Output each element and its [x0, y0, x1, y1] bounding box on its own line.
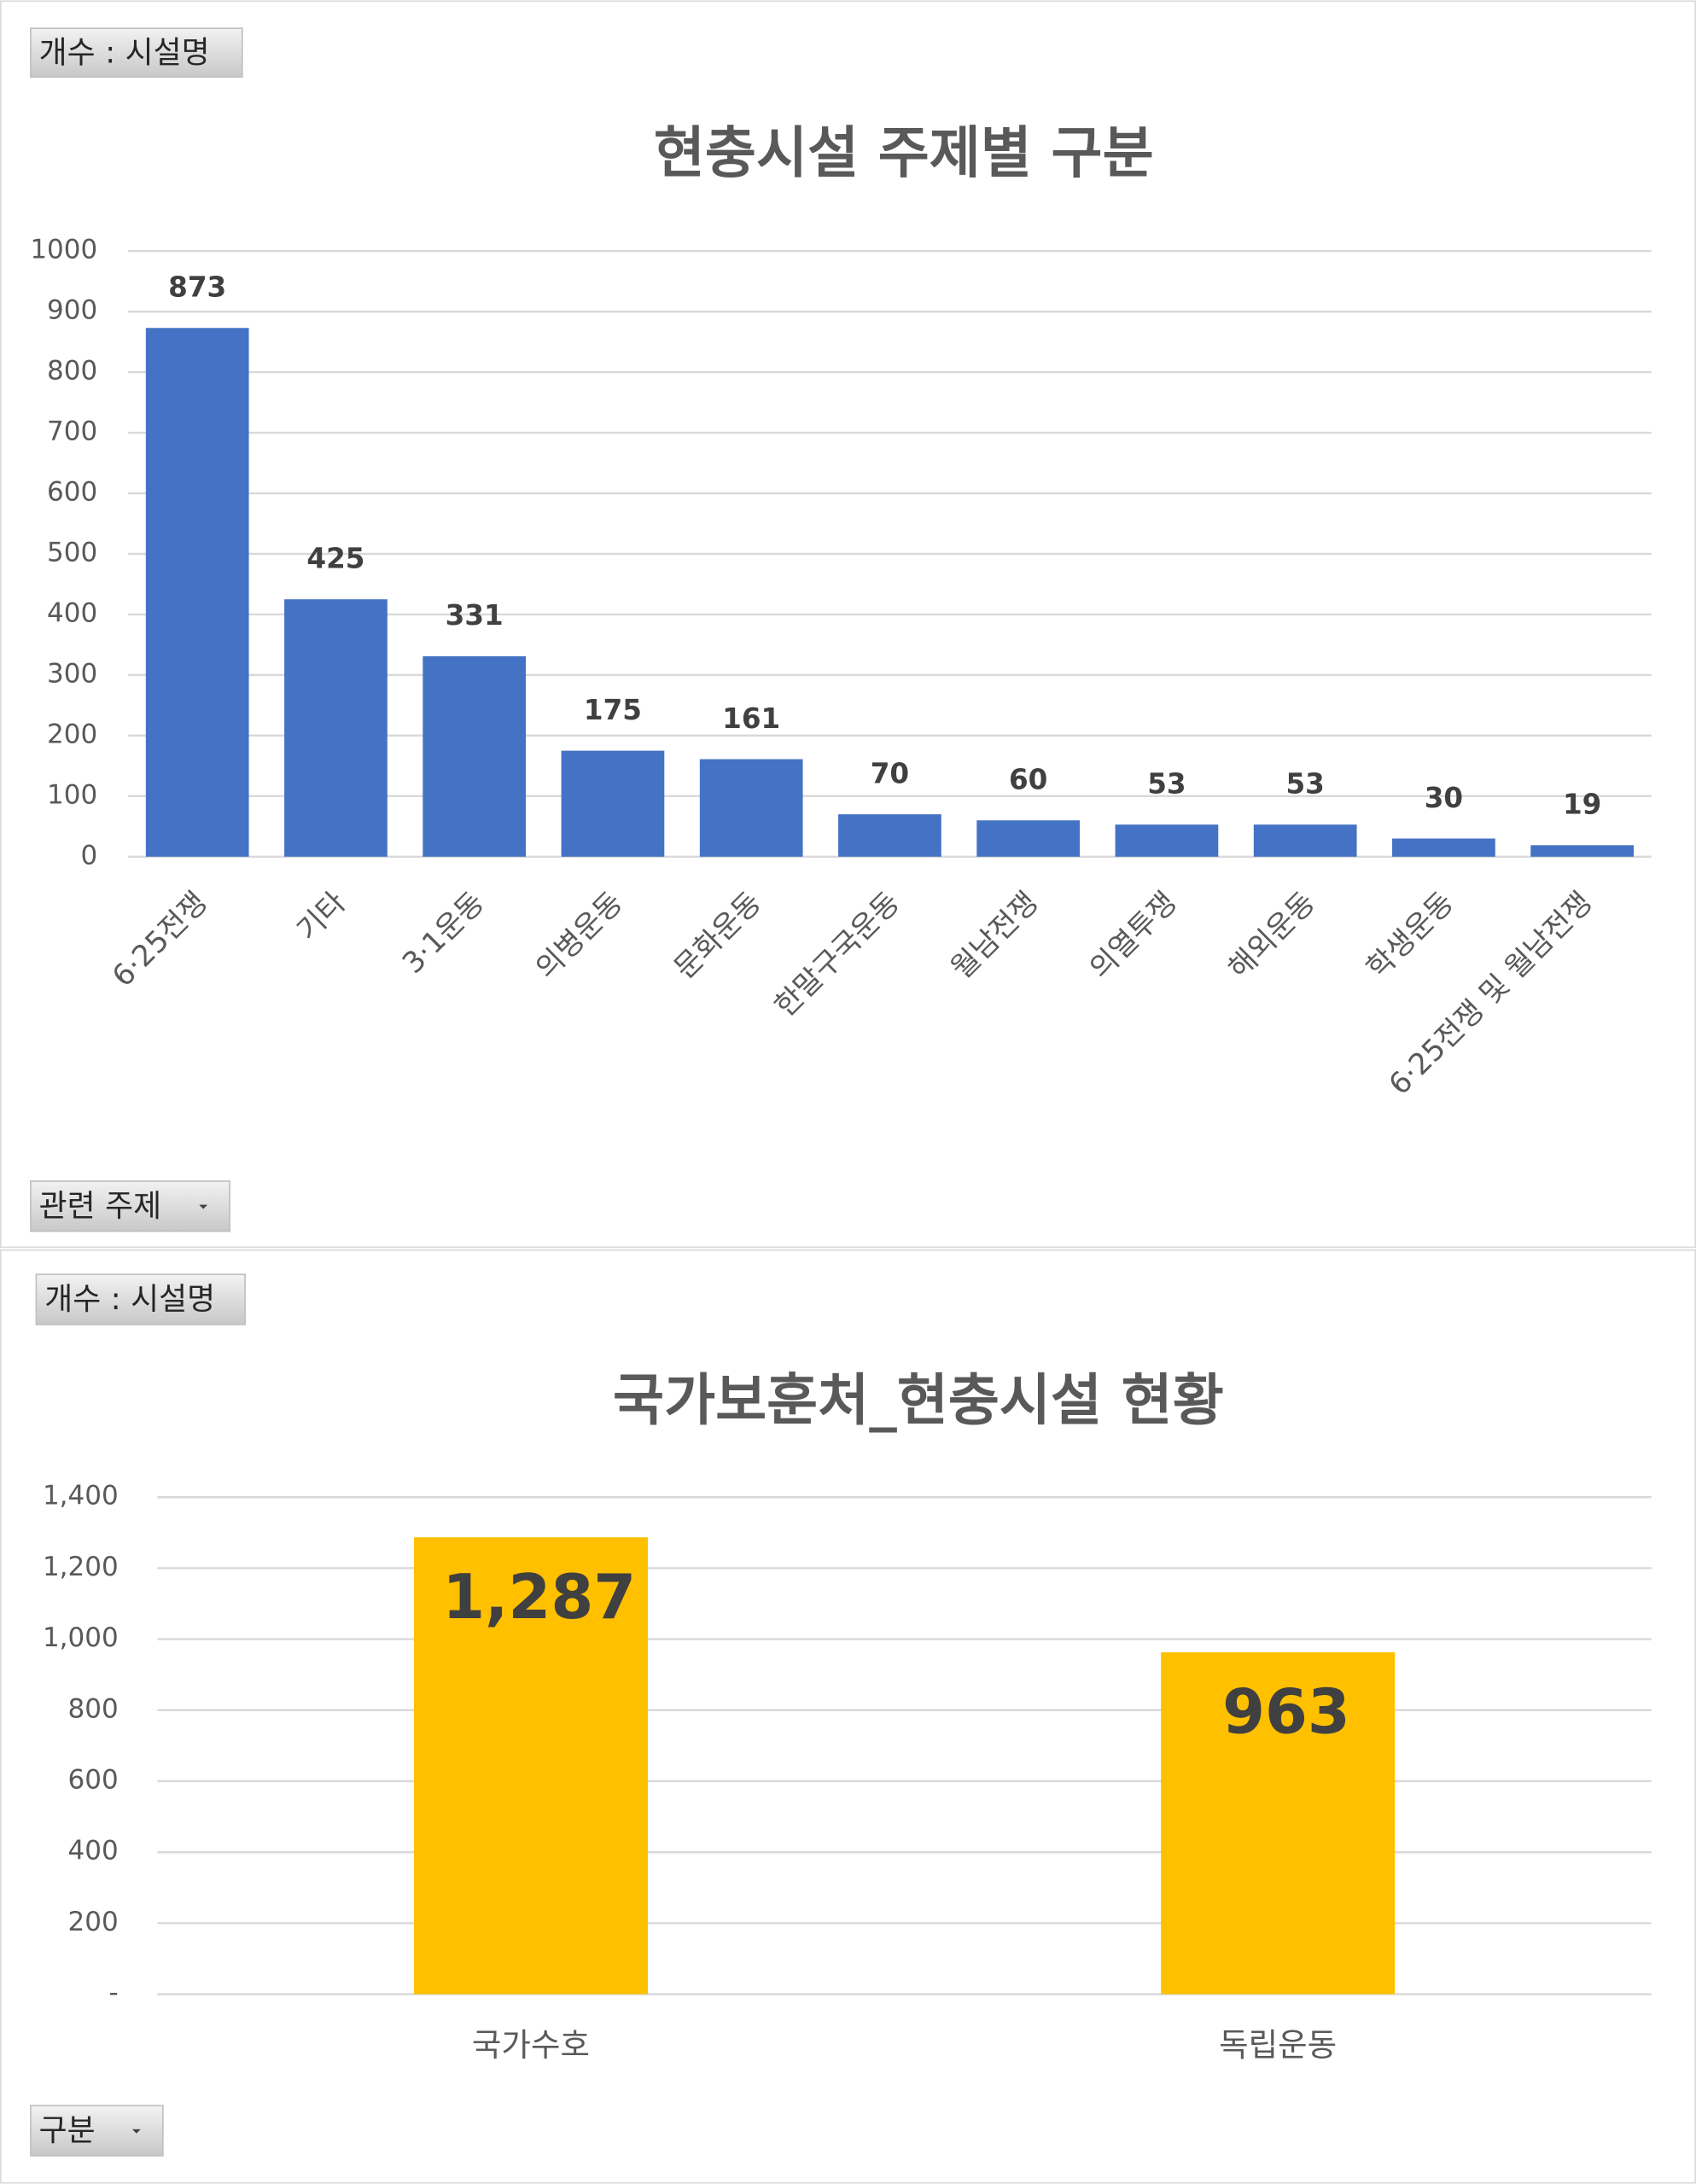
field-button[interactable] — [30, 27, 243, 79]
y-tick-label: 200 — [47, 719, 97, 749]
field-button[interactable] — [30, 1180, 230, 1232]
data-label: 30 — [1425, 782, 1463, 814]
data-label: 1,287 — [442, 1561, 636, 1633]
data-label: 425 — [306, 543, 364, 575]
bar — [1253, 824, 1357, 857]
data-label: 963 — [1222, 1676, 1350, 1748]
y-tick-label: 1,200 — [43, 1552, 119, 1582]
chart-panel — [0, 1249, 1696, 2184]
data-label: 19 — [1563, 789, 1601, 821]
data-label: 175 — [584, 694, 642, 726]
chart-panel — [0, 0, 1696, 1249]
field-button-label: 개수 : 시설명 — [44, 1282, 215, 1317]
bar — [423, 655, 527, 857]
y-tick-label: 800 — [68, 1693, 119, 1724]
data-label: 53 — [1285, 768, 1324, 801]
y-tick-label: - — [108, 1977, 118, 2008]
y-tick-label: 400 — [68, 1836, 119, 1867]
chart-title: 국가보훈처_현충시설 현황 — [613, 1368, 1224, 1433]
y-tick-label: 100 — [47, 779, 97, 810]
bar — [413, 1537, 648, 1995]
data-label: 873 — [168, 271, 226, 304]
y-tick-label: 500 — [47, 537, 97, 568]
y-tick-label: 600 — [47, 477, 97, 508]
bar — [284, 599, 388, 857]
bar — [145, 328, 249, 857]
y-tick-label: 200 — [68, 1907, 119, 1937]
y-tick-label: 300 — [47, 658, 97, 689]
y-tick-label: 0 — [80, 840, 97, 871]
field-button[interactable] — [30, 2105, 164, 2157]
y-tick-label: 900 — [47, 295, 97, 326]
field-button-label: 구분 — [39, 2113, 96, 2148]
chart-title: 현충시설 주제별 구분 — [654, 120, 1154, 185]
bar — [699, 759, 803, 857]
y-tick-label: 700 — [47, 416, 97, 447]
y-tick-label: 1000 — [30, 235, 97, 265]
field-button[interactable] — [35, 1273, 246, 1325]
y-tick-label: 1,400 — [43, 1481, 119, 1511]
x-tick-label: 독립운동 — [1219, 2026, 1337, 2064]
data-label: 60 — [1009, 764, 1047, 796]
dropdown-arrow[interactable] — [131, 2129, 141, 2134]
data-label: 53 — [1147, 768, 1186, 801]
data-label: 70 — [871, 757, 909, 789]
data-label: 161 — [722, 702, 780, 735]
bar — [1530, 845, 1635, 857]
x-tick-label: 국가수호 — [472, 2026, 590, 2064]
y-tick-label: 400 — [47, 597, 97, 628]
field-button-label: 개수 : 시설명 — [39, 35, 210, 70]
bar — [976, 820, 1081, 857]
dropdown-arrow[interactable] — [199, 1204, 208, 1209]
bar — [838, 814, 941, 857]
bar — [1115, 824, 1219, 857]
bar — [1161, 1652, 1396, 1995]
y-tick-label: 800 — [47, 356, 97, 387]
data-label: 331 — [446, 599, 504, 632]
field-button-label: 관련 주제 — [39, 1189, 161, 1224]
bar — [1392, 838, 1495, 857]
y-tick-label: 1,000 — [43, 1622, 119, 1653]
bar — [561, 750, 665, 857]
y-tick-label: 600 — [68, 1765, 119, 1796]
